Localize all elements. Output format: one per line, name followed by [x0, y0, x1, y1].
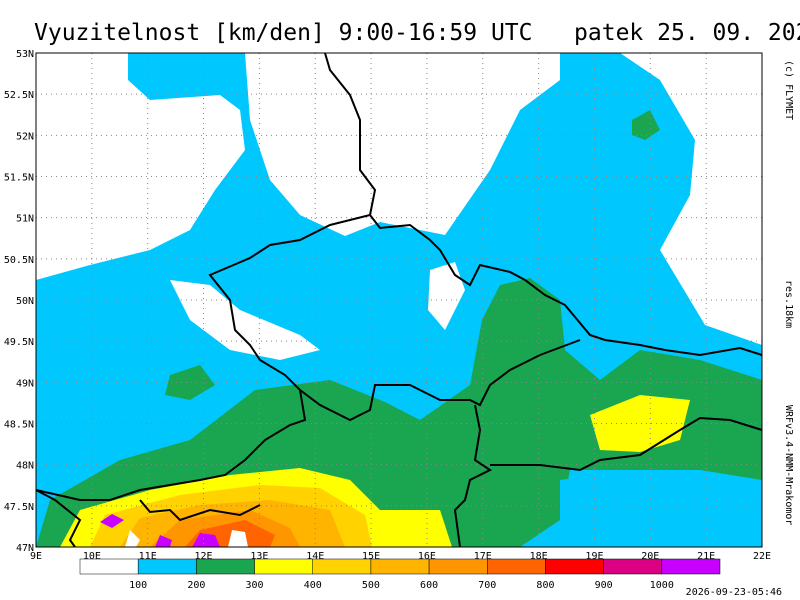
legend-label: 800 — [536, 580, 554, 591]
title: Vyuzitelnost [km/den] 9:00-16:59 UTC pat… — [34, 20, 800, 46]
lon-label: 16E — [418, 551, 436, 562]
legend-label: 100 — [129, 580, 147, 591]
lon-label: 21E — [697, 551, 715, 562]
lon-label: 20E — [641, 551, 659, 562]
timestamp: 2026-09-23-05:46 — [686, 587, 782, 598]
lon-label: 9E — [30, 551, 42, 562]
lon-label: 14E — [306, 551, 324, 562]
legend-swatch — [661, 558, 721, 575]
legend-label: 1000 — [650, 580, 674, 591]
legend-swatch — [196, 558, 255, 575]
legend-swatch — [603, 558, 663, 575]
legend-swatch — [487, 558, 546, 575]
lat-label: 50.5N — [4, 255, 34, 266]
lon-label: 13E — [250, 551, 268, 562]
legend-swatch — [254, 558, 313, 575]
legend-swatch — [428, 558, 488, 575]
legend-label: 300 — [246, 580, 264, 591]
lon-label: 18E — [530, 551, 548, 562]
resolution: res.18km — [783, 280, 794, 328]
lat-label: 49.5N — [4, 337, 34, 348]
lat-label: 48.5N — [4, 420, 34, 431]
legend-swatch — [545, 558, 604, 575]
model: WRFv3.4-NMM-Mrakomor — [783, 405, 794, 525]
legend: 100 200 300 400 500 600 700 800 900 1000 — [79, 558, 721, 591]
legend-label: 400 — [304, 580, 322, 591]
lat-label: 47.5N — [4, 502, 34, 513]
legend-label: 200 — [187, 580, 205, 591]
legend-swatch — [312, 558, 372, 575]
lon-label: 17E — [474, 551, 492, 562]
legend-swatch — [370, 558, 430, 575]
legend-label: 700 — [478, 580, 496, 591]
lat-label: 51N — [16, 214, 34, 225]
legend-swatch — [79, 558, 139, 575]
lat-label: 52.5N — [4, 90, 34, 101]
grid — [36, 53, 762, 547]
map-frame — [35, 52, 763, 548]
lon-label: 12E — [195, 551, 213, 562]
legend-label: 600 — [420, 580, 438, 591]
map-fields — [36, 53, 762, 547]
lon-label: 15E — [362, 551, 380, 562]
lon-label: 19E — [585, 551, 603, 562]
legend-label: 500 — [362, 580, 380, 591]
lat-label: 47N — [16, 543, 34, 554]
lat-label: 48N — [16, 461, 34, 472]
lat-label: 50N — [16, 296, 34, 307]
lat-label: 52N — [16, 131, 34, 142]
legend-swatch — [137, 558, 197, 575]
lon-label: 22E — [753, 551, 771, 562]
legend-label: 900 — [595, 580, 613, 591]
lat-label: 53N — [16, 49, 34, 60]
lon-label: 10E — [83, 551, 101, 562]
lat-label: 51.5N — [4, 173, 34, 184]
lon-label: 11E — [139, 551, 157, 562]
copyright: (c) FLYMET — [783, 60, 794, 120]
lat-label: 49N — [16, 378, 34, 389]
axis-labels: 53N 52.5N 52N 51.5N 51N 50.5N 50N 49.5N 49N 48.5N… — [4, 49, 771, 562]
borders — [35, 52, 763, 548]
